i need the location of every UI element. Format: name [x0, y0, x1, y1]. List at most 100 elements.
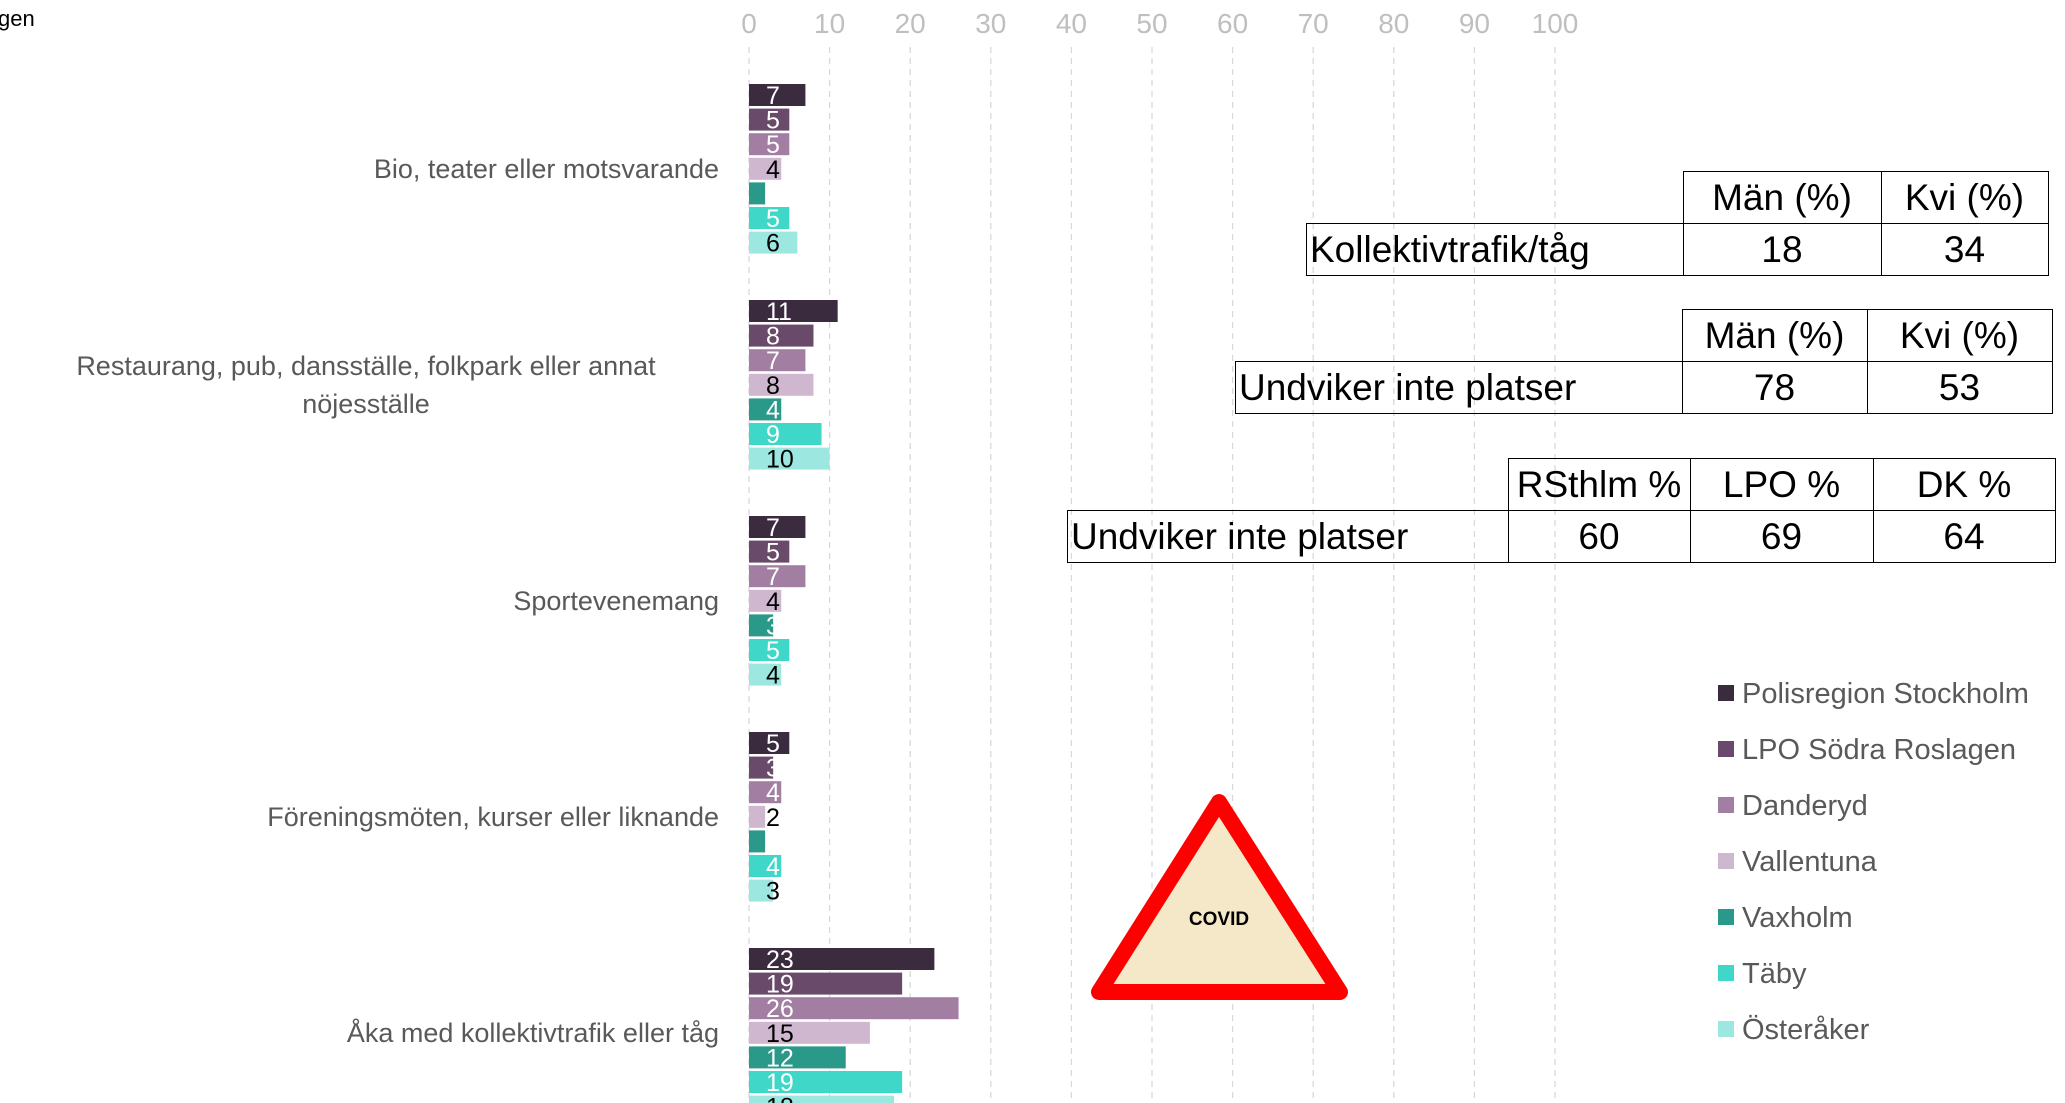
table-cell: 69 [1689, 510, 1874, 563]
category-label: Bio, teater eller motsvarande [374, 150, 719, 188]
table-row: Undviker inte platser 60 69 64 [1067, 510, 2056, 563]
table-cell: Undviker inte platser [1067, 510, 1509, 563]
value-label: 5 [766, 637, 780, 665]
x-tick-label: 20 [895, 8, 926, 39]
table-header-cell: LPO % [1689, 458, 1874, 511]
bar [749, 84, 806, 106]
table-cell: 60 [1507, 510, 1691, 563]
table-cell: 34 [1880, 223, 2049, 276]
bar [749, 540, 790, 563]
warning-triangle [1091, 794, 1348, 1000]
data-table: Män (%) Kvi (%) Undviker inte platser 78 53 [1235, 309, 2053, 414]
value-label: 6 [766, 230, 780, 258]
table-row: Kollektivtrafik/tåg 18 34 [1306, 223, 2049, 276]
value-label: 7 [766, 563, 780, 591]
table-header-cell: Män (%) [1681, 309, 1868, 362]
bar [749, 663, 782, 686]
bar [749, 1046, 846, 1069]
value-label: 9 [766, 421, 780, 449]
x-tick-label: 0 [741, 8, 757, 39]
category-text: Restaurang, pub, dansställe, folkpark el… [76, 350, 656, 419]
legend-swatch [1718, 965, 1734, 981]
value-label: 7 [766, 82, 780, 110]
table-cell: Undviker inte platser [1235, 361, 1683, 414]
bar [749, 207, 790, 229]
value-label: 5 [766, 539, 780, 567]
category-text: Föreningsmöten, kurser eller liknande [267, 801, 719, 832]
bar [749, 108, 790, 131]
value-label: 18 [766, 1094, 794, 1103]
bar [749, 781, 782, 804]
value-label: 3 [766, 612, 780, 640]
x-tick-label: 40 [1056, 8, 1087, 39]
legend-label: Österåker [1742, 1014, 1870, 1046]
value-label: 4 [766, 588, 780, 616]
value-label: 7 [766, 514, 780, 542]
value-label: 4 [766, 662, 780, 690]
bar [749, 133, 790, 156]
bar [749, 879, 774, 902]
legend-swatch [1718, 741, 1734, 757]
value-label: 7 [766, 347, 780, 375]
legend-swatch [1718, 853, 1734, 869]
bar [749, 565, 806, 588]
value-label: 19 [766, 1069, 794, 1097]
bar [749, 516, 806, 538]
value-label: 10 [766, 446, 794, 474]
data-table: Män (%) Kvi (%) Kollektivtrafik/tåg 18 34 [1306, 171, 2049, 276]
bar [749, 830, 766, 853]
table-header-row: Män (%) Kvi (%) [1236, 309, 2053, 362]
bar [749, 1095, 895, 1103]
legend-swatch [1718, 909, 1734, 925]
legend-swatch [1718, 685, 1734, 701]
x-tick-label: 50 [1136, 8, 1167, 39]
bar [749, 373, 814, 396]
bar [749, 614, 774, 637]
value-label: 5 [766, 730, 780, 758]
table-header-row: Män (%) Kvi (%) [1307, 171, 2049, 224]
value-label: 19 [766, 971, 794, 999]
table-header-cell: Kvi (%) [1880, 171, 2049, 224]
x-tick-label: 10 [814, 8, 845, 39]
bar [749, 349, 806, 372]
chart-title: gen [0, 6, 35, 31]
table-empty-cell [1307, 172, 1684, 224]
bar [749, 997, 959, 1020]
value-label: 5 [766, 107, 780, 135]
category-label: Föreningsmöten, kurser eller liknande [267, 798, 719, 836]
bar [749, 855, 782, 877]
table-cell: 18 [1682, 223, 1882, 276]
category-text: Åka med kollektivtrafik eller tåg [346, 1017, 719, 1048]
table-header-row: RSthlm % LPO % DK % [1068, 458, 2056, 511]
table-cell: Kollektivtrafik/tåg [1306, 223, 1684, 276]
bar [749, 1071, 903, 1093]
bar [749, 398, 782, 421]
value-label: 12 [766, 1044, 794, 1072]
value-label: 2 [766, 804, 780, 832]
value-label: 4 [766, 396, 780, 424]
bar [749, 756, 774, 779]
value-label: 23 [766, 946, 794, 974]
value-label: 3 [766, 878, 780, 906]
value-label: 4 [766, 779, 780, 807]
bar [749, 157, 782, 180]
value-label: 5 [766, 205, 780, 233]
legend-label: LPO Södra Roslagen [1742, 734, 2016, 766]
category-text: Bio, teater eller motsvarande [373, 153, 719, 184]
bar [749, 182, 766, 205]
table-header-cell: RSthlm % [1507, 458, 1691, 511]
legend-label: Polisregion Stockholm [1742, 678, 2029, 710]
bar [749, 948, 935, 970]
value-label: 4 [766, 853, 780, 881]
table-header-cell: DK % [1872, 458, 2056, 511]
x-tick-label: 80 [1378, 8, 1409, 39]
table-empty-cell [1236, 310, 1683, 362]
x-tick-label: 100 [1532, 8, 1579, 39]
bar [749, 805, 766, 828]
bar [749, 972, 903, 995]
legend-label: Vaxholm [1742, 902, 1853, 934]
bar [749, 589, 782, 612]
legend-swatch [1718, 1021, 1734, 1037]
